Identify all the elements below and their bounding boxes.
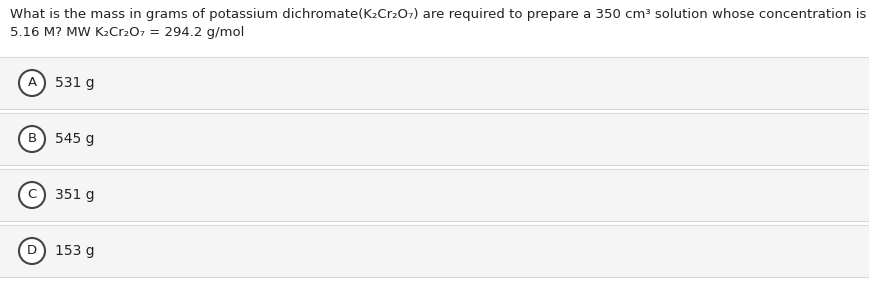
Text: 531 g: 531 g	[55, 76, 95, 90]
Text: 5.16 M? MW K₂Cr₂O₇ = 294.2 g/mol: 5.16 M? MW K₂Cr₂O₇ = 294.2 g/mol	[10, 26, 244, 39]
Text: What is the mass in grams of potassium dichromate(K₂Cr₂O₇) are required to prepa: What is the mass in grams of potassium d…	[10, 8, 866, 21]
Text: D: D	[27, 245, 37, 257]
Text: B: B	[28, 132, 36, 146]
Text: 351 g: 351 g	[55, 188, 95, 202]
FancyBboxPatch shape	[0, 57, 869, 109]
Text: C: C	[27, 188, 36, 202]
FancyBboxPatch shape	[0, 225, 869, 277]
Ellipse shape	[19, 238, 45, 264]
FancyBboxPatch shape	[0, 169, 869, 221]
Ellipse shape	[19, 126, 45, 152]
FancyBboxPatch shape	[0, 113, 869, 165]
Text: A: A	[28, 76, 36, 90]
Text: 153 g: 153 g	[55, 244, 95, 258]
Text: 545 g: 545 g	[55, 132, 95, 146]
Ellipse shape	[19, 70, 45, 96]
Ellipse shape	[19, 182, 45, 208]
